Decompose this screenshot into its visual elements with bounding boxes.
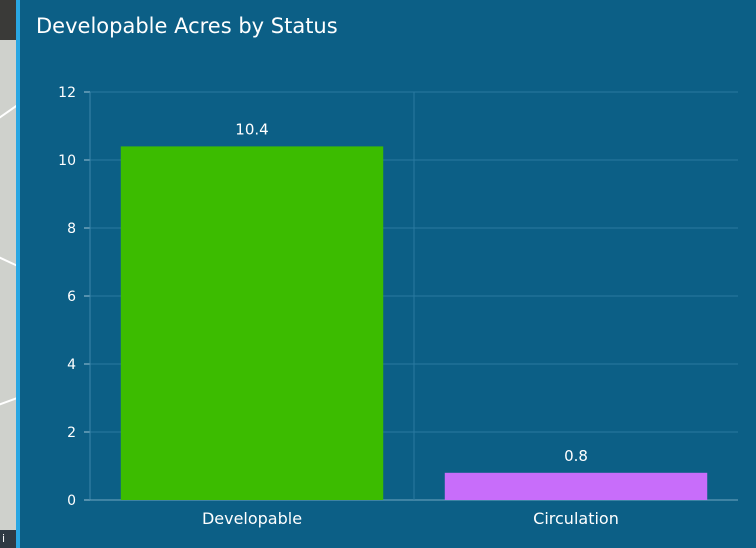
y-tick-label: 0 <box>67 493 76 509</box>
map-attribution-label: i <box>0 530 16 548</box>
bar[interactable] <box>120 146 384 500</box>
map-imagery <box>0 0 16 40</box>
map-road <box>0 253 16 269</box>
map-background[interactable]: i <box>0 0 16 548</box>
x-tick-label: Developable <box>202 509 302 528</box>
map-road <box>0 394 16 408</box>
panel-border <box>16 0 20 548</box>
y-tick-label: 8 <box>67 221 76 237</box>
chart-title: Developable Acres by Status <box>36 14 338 38</box>
y-tick-label: 12 <box>58 85 76 101</box>
x-tick-label: Circulation <box>533 509 619 528</box>
y-tick-label: 6 <box>67 289 76 305</box>
y-tick-label: 4 <box>67 357 76 373</box>
map-road <box>0 101 16 121</box>
y-tick-label: 2 <box>67 425 76 441</box>
chart-panel: Developable Acres by Status 0 2 4 6 8 10 12 10… <box>20 0 756 548</box>
data-label: 0.8 <box>564 447 588 465</box>
data-label: 10.4 <box>235 120 268 138</box>
bar-chart: 0 2 4 6 8 10 12 10.4 Developable 0.8 Circulation <box>58 85 738 528</box>
bar[interactable] <box>444 472 708 500</box>
y-tick-label: 10 <box>58 153 76 169</box>
